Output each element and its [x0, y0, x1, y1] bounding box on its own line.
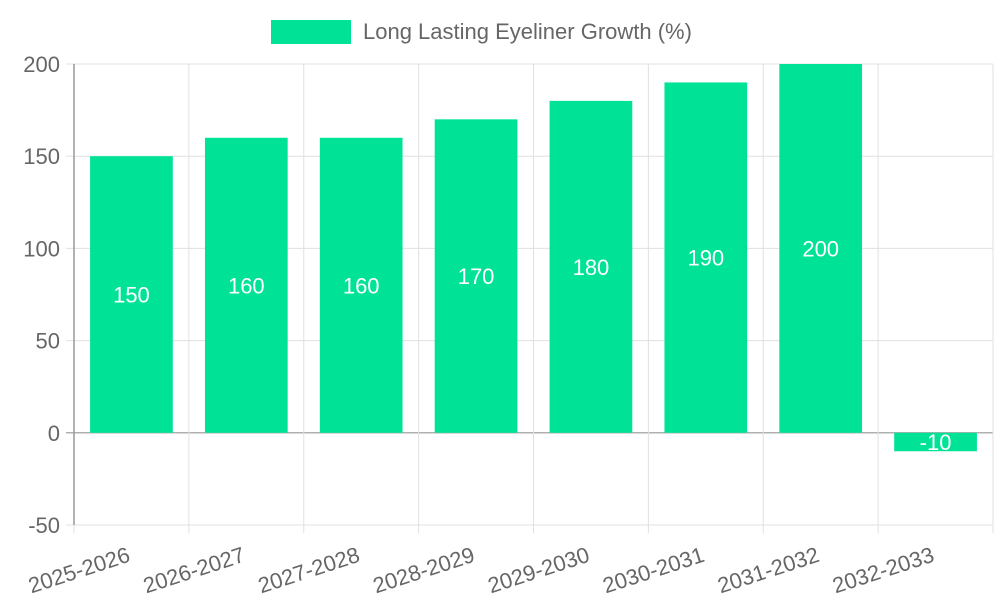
- label-layer: 150 160 160 170 180 190 200 -10: [113, 236, 951, 455]
- bar[interactable]: [204, 137, 288, 433]
- x-tick-label: 2026-2027: [140, 542, 248, 598]
- y-tick-label: 150: [23, 144, 60, 169]
- y-tick-label: -50: [28, 513, 60, 538]
- y-tick-label: 200: [23, 52, 60, 77]
- y-tick-label: 0: [48, 421, 60, 446]
- bar[interactable]: [779, 64, 863, 433]
- bar[interactable]: [434, 119, 518, 433]
- data-label: 150: [113, 283, 150, 308]
- data-label: 160: [343, 273, 380, 298]
- data-label: 180: [573, 255, 610, 280]
- bar-layer: [90, 64, 977, 452]
- data-label: 170: [458, 264, 495, 289]
- bar[interactable]: [664, 82, 748, 433]
- y-tick-label: 50: [36, 329, 60, 354]
- data-label: 190: [687, 246, 724, 271]
- data-label: -10: [920, 430, 952, 455]
- bar[interactable]: [90, 156, 173, 433]
- bar[interactable]: [549, 100, 633, 433]
- x-tick-label: 2030-2031: [600, 542, 708, 598]
- data-label: 200: [802, 236, 839, 261]
- x-tick-label: 2028-2029: [370, 542, 478, 598]
- x-tick-label: 2027-2028: [255, 542, 363, 598]
- legend-label[interactable]: Long Lasting Eyeliner Growth (%): [363, 19, 692, 44]
- x-tick-label: 2031-2032: [714, 542, 822, 598]
- x-tick-label: 2025-2026: [25, 542, 133, 598]
- bar[interactable]: [319, 137, 403, 433]
- x-tick-label: 2029-2030: [485, 542, 593, 598]
- legend-swatch[interactable]: [271, 20, 351, 44]
- data-label: 160: [228, 273, 265, 298]
- bar[interactable]: [894, 432, 977, 452]
- y-tick-label: 100: [23, 236, 60, 261]
- legend[interactable]: Long Lasting Eyeliner Growth (%): [271, 19, 692, 44]
- x-tick-label: 2032-2033: [829, 542, 937, 598]
